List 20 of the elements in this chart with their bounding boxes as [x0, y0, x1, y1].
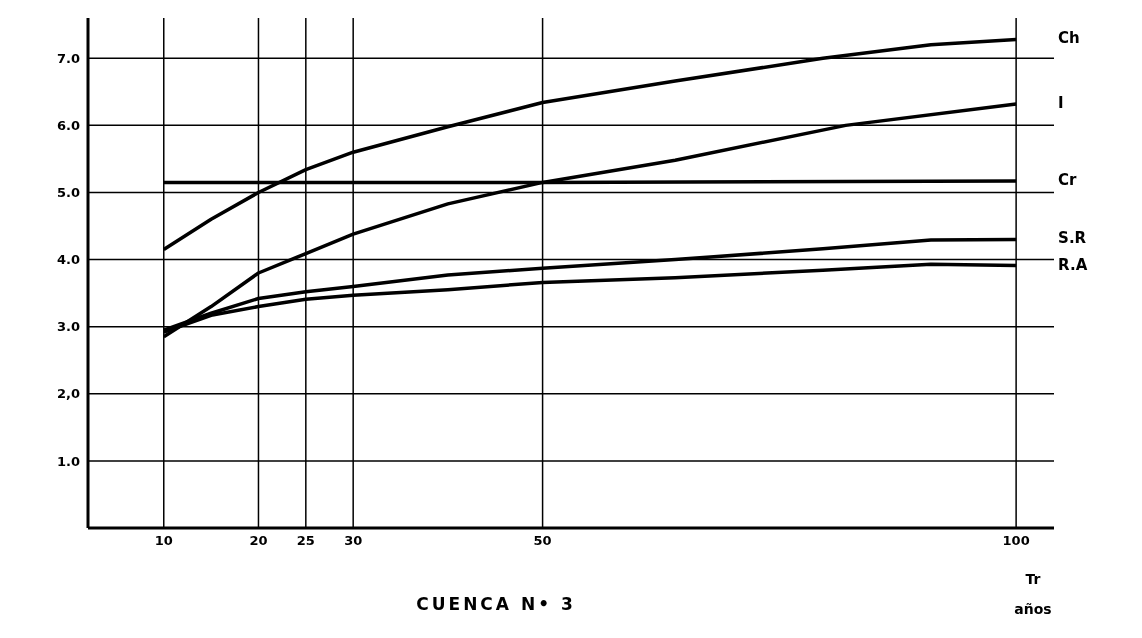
x-tick-label: 25 [296, 533, 315, 549]
x-axis-title: Tr años [1013, 570, 1053, 619]
y-tick-label: 3.0 [56, 319, 80, 335]
y-tick-label: 5.0 [56, 185, 80, 201]
text: Ch [1058, 29, 1080, 48]
text: R.A [1058, 255, 1088, 274]
x-tick-label: 20 [249, 533, 268, 549]
y-tick-label: 6.0 [56, 117, 80, 133]
y-tick-label: 7.0 [56, 50, 80, 66]
y-tick-label: 2,0 [56, 386, 80, 402]
y-tick-label: 4.0 [56, 252, 80, 268]
x-tick-label: 50 [533, 533, 552, 549]
x-tick-label: 100 [1002, 533, 1030, 549]
text: Cr [1058, 171, 1078, 190]
text: I [1058, 93, 1064, 112]
y-tick-label: 1.0 [56, 453, 80, 469]
text: S.R [1058, 229, 1087, 248]
x-tick-label: 30 [344, 533, 363, 549]
x-tick-label: 10 [154, 533, 173, 549]
text: CUENCA N• 3 [415, 594, 577, 614]
